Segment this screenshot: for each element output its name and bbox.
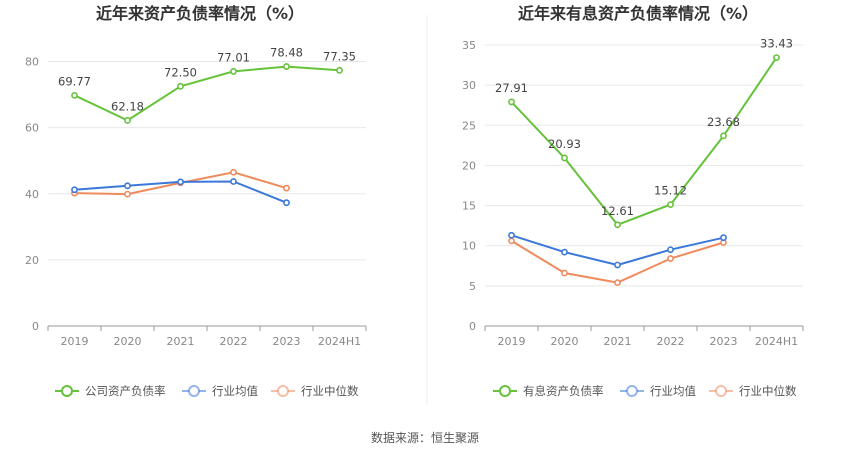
- legend-item: 行业均值: [620, 384, 696, 398]
- data-label: 77.01: [217, 50, 250, 64]
- data-point: [614, 221, 621, 229]
- data-point: [508, 231, 515, 239]
- data-point: [614, 279, 621, 287]
- data-point: [720, 132, 727, 140]
- data-point: [230, 168, 237, 176]
- legend-item: 行业均值: [182, 384, 258, 398]
- series-line-0: [74, 65, 340, 122]
- data-point: [336, 66, 343, 74]
- data-point: [71, 91, 78, 99]
- legend-label: 行业均值: [650, 384, 696, 398]
- x-tick-label: 2019: [61, 335, 89, 348]
- data-label: 62.18: [111, 99, 144, 113]
- legend-label: 行业均值: [212, 384, 258, 398]
- y-tick-label: 25: [462, 119, 476, 132]
- data-point: [667, 246, 674, 254]
- x-tick-label: 2019: [498, 335, 526, 348]
- y-tick-label: 80: [25, 56, 39, 69]
- legend-item: 有息资产负债率: [493, 384, 604, 398]
- data-label: 69.77: [58, 74, 91, 88]
- legend-marker: [61, 385, 73, 397]
- x-tick-label: 2023: [710, 335, 738, 348]
- data-point: [71, 186, 78, 194]
- interest-debt-ratio-chart: 近年来有息资产负债率情况（%） 0 5 10 15 20 25 30 35 2019 2020 202…: [462, 4, 804, 398]
- series-line-0: [510, 57, 778, 226]
- data-point: [561, 154, 568, 162]
- legend-marker: [715, 385, 727, 397]
- chart-title: 近年来有息资产负债率情况（%）: [518, 4, 758, 23]
- y-tick-label: 40: [25, 188, 39, 201]
- data-label: 15.12: [654, 184, 687, 198]
- data-point: [667, 255, 674, 262]
- y-tick-label: 20: [462, 159, 476, 172]
- data-point: [561, 248, 568, 256]
- data-point: [124, 190, 131, 198]
- data-point: [614, 261, 621, 269]
- legend-label: 有息资产负债率: [523, 384, 604, 398]
- data-point: [773, 54, 780, 62]
- data-point: [561, 269, 568, 277]
- data-label: 12.61: [601, 204, 634, 218]
- x-tick-label: 2020: [551, 335, 579, 348]
- legend-item: 行业中位数: [709, 384, 797, 398]
- data-label: 20.93: [548, 137, 581, 151]
- data-point: [177, 82, 184, 90]
- legend-label: 行业中位数: [301, 384, 359, 398]
- x-tick-label: 2021: [167, 335, 195, 348]
- x-tick-label: 2024H1: [755, 335, 798, 348]
- y-tick-label: 5: [469, 280, 476, 293]
- y-tick-label: 0: [469, 320, 476, 333]
- data-label: 77.35: [323, 49, 356, 63]
- data-label: 72.50: [164, 65, 197, 79]
- data-point: [230, 68, 237, 75]
- data-point: [124, 117, 131, 124]
- y-tick-label: 35: [462, 39, 476, 52]
- data-label: 33.43: [760, 37, 793, 51]
- x-tick-label: 2022: [657, 335, 685, 348]
- legend-label: 公司资产负债率: [85, 384, 166, 398]
- data-label: 27.91: [495, 81, 528, 95]
- legend-marker: [626, 385, 638, 397]
- data-point: [283, 63, 290, 70]
- y-tick-label: 15: [462, 200, 476, 213]
- x-tick-label: 2022: [220, 335, 248, 348]
- data-point: [667, 201, 674, 209]
- data-point: [124, 182, 131, 190]
- legend-marker: [499, 385, 511, 397]
- data-point: [283, 184, 290, 192]
- data-point: [508, 98, 515, 106]
- legend-marker: [277, 385, 289, 397]
- legend-label: 行业中位数: [739, 384, 797, 398]
- debt-ratio-chart: 近年来资产负债率情况（%） 0 20 40 60 80 2019 2020 2021 2022 20…: [25, 4, 367, 398]
- chart-title: 近年来资产负债率情况（%）: [96, 4, 304, 23]
- y-tick-label: 10: [462, 240, 476, 253]
- data-point: [177, 178, 184, 186]
- data-point: [283, 199, 290, 207]
- y-tick-label: 0: [32, 320, 39, 333]
- data-point: [508, 237, 515, 245]
- data-point: [720, 234, 727, 242]
- legend-marker: [188, 385, 200, 397]
- y-tick-label: 30: [462, 79, 476, 92]
- x-tick-label: 2024H1: [318, 335, 361, 348]
- data-label: 78.48: [270, 46, 303, 60]
- y-tick-label: 20: [25, 254, 39, 267]
- data-point: [230, 178, 237, 185]
- x-tick-label: 2023: [273, 335, 301, 348]
- x-tick-label: 2020: [114, 335, 142, 348]
- x-tick-label: 2021: [604, 335, 632, 348]
- legend-item: 公司资产负债率: [55, 384, 166, 398]
- y-tick-label: 60: [25, 122, 39, 135]
- legend-item: 行业中位数: [271, 384, 359, 398]
- data-source-label: 数据来源：恒生聚源: [371, 430, 479, 445]
- data-label: 23.68: [707, 115, 740, 129]
